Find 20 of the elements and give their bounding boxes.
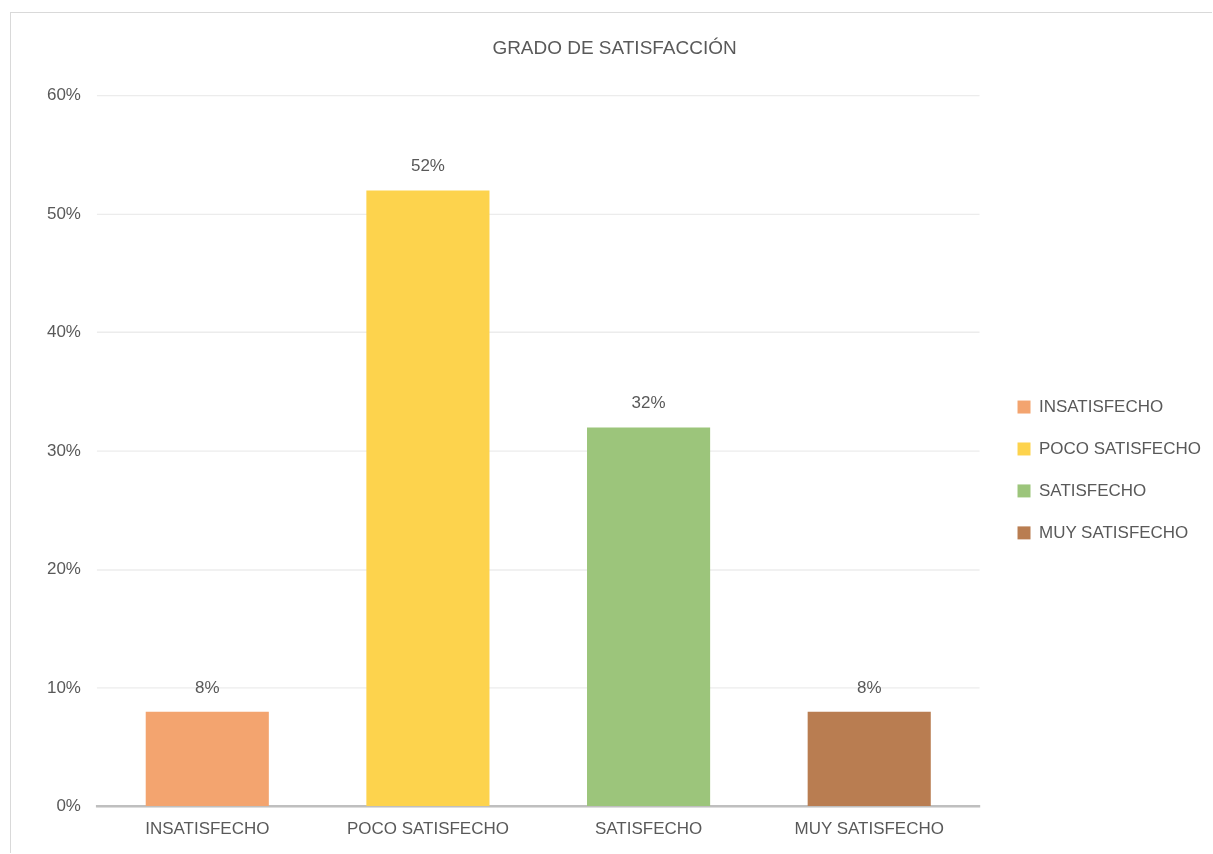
data-label: 52%	[410, 156, 445, 176]
y-tick-label: 40%	[46, 322, 81, 342]
y-tick-label: 50%	[46, 203, 81, 223]
y-tick-label: 10%	[46, 677, 81, 697]
data-label: 8%	[195, 677, 220, 697]
x-tick-label: SATISFECHO	[594, 818, 703, 838]
chart-title: GRADO DE SATISFACCIÓN	[492, 36, 737, 58]
x-tick-label: POCO SATISFECHO	[346, 818, 509, 838]
y-tick-label: 20%	[46, 559, 81, 579]
x-tick-label: MUY SATISFECHO	[794, 818, 944, 838]
legend-label: MUY SATISFECHO	[1039, 522, 1189, 542]
y-tick-label: 60%	[46, 85, 81, 105]
data-label: 8%	[856, 677, 882, 697]
y-tick-label: 30%	[46, 440, 81, 460]
legend-label: SATISFECHO	[1039, 480, 1147, 500]
y-tick-label: 0%	[56, 796, 81, 816]
data-label: 32%	[631, 393, 666, 413]
legend-label: INSATISFECHO	[1039, 396, 1164, 416]
legend-label: POCO SATISFECHO	[1039, 438, 1201, 458]
x-tick-label: INSATISFECHO	[145, 818, 270, 838]
